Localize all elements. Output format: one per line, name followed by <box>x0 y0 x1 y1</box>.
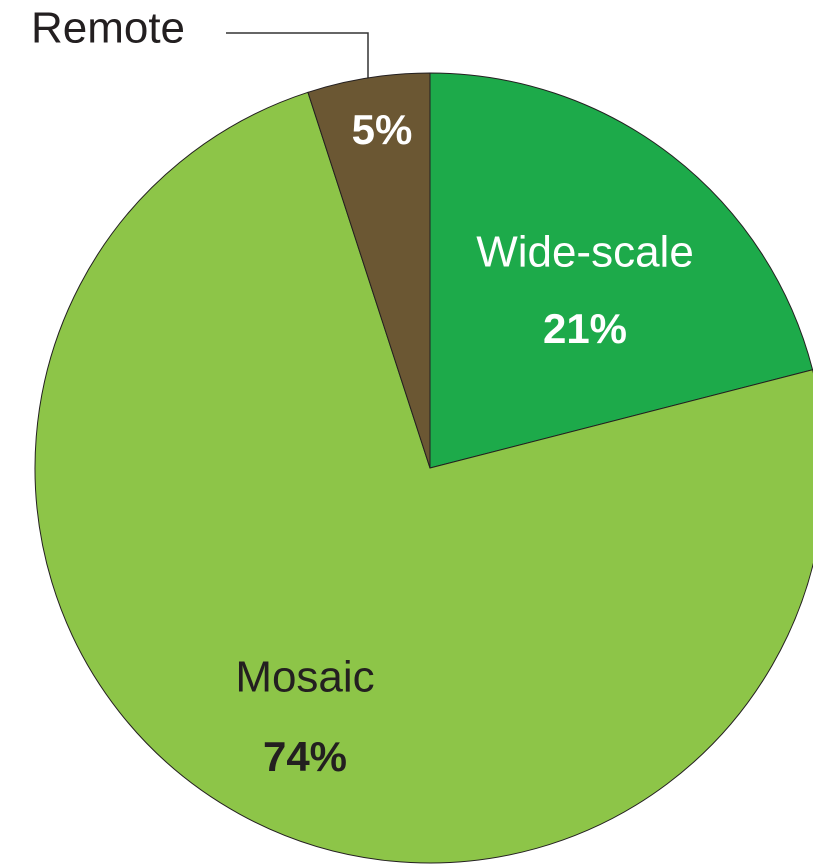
pie-slice <box>307 72 431 469</box>
value-label: 74% <box>263 733 347 780</box>
slice-label: Mosaic <box>235 653 374 702</box>
leader-line <box>226 32 369 82</box>
slice-label: Wide-scale <box>476 228 694 277</box>
pie-slice <box>34 91 813 864</box>
slice-label: Remote <box>31 4 185 53</box>
value-label: 5% <box>352 106 413 153</box>
value-label: 21% <box>543 305 627 352</box>
pie-slice <box>429 72 813 469</box>
